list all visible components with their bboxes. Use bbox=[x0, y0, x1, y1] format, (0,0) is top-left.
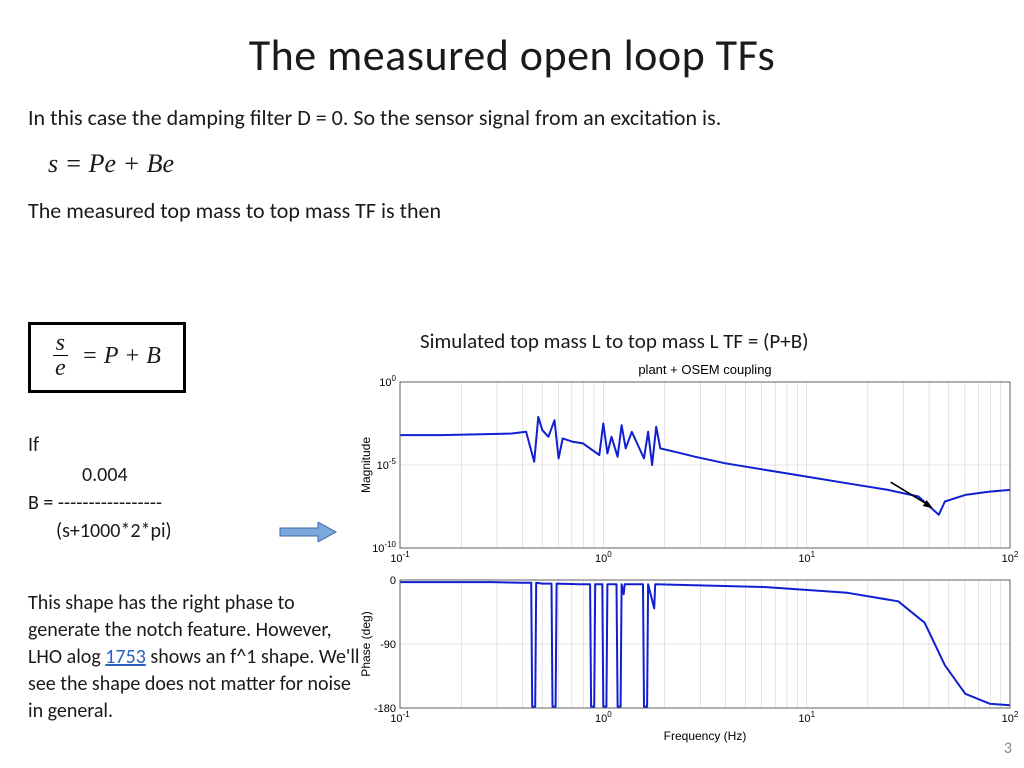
svg-text:10-5: 10-5 bbox=[377, 457, 397, 472]
svg-text:102: 102 bbox=[1002, 550, 1018, 565]
page-number: 3 bbox=[1004, 739, 1012, 758]
magnitude-plot: 10-110010110210010-510-10Magnitudeplant … bbox=[358, 360, 1018, 575]
svg-text:100: 100 bbox=[595, 550, 612, 565]
B-numerator: 0.004 bbox=[82, 462, 128, 488]
phase-plot: 10-11001011020-90-180Phase (deg)Frequenc… bbox=[358, 574, 1018, 749]
equation-box: s e = P + B bbox=[28, 322, 186, 393]
svg-text:101: 101 bbox=[798, 710, 815, 725]
svg-text:100: 100 bbox=[595, 710, 612, 725]
svg-text:102: 102 bbox=[1002, 710, 1018, 725]
eq2-den: e bbox=[53, 356, 68, 380]
svg-text:-90: -90 bbox=[380, 639, 396, 651]
sim-title: Simulated top mass L to top mass L TF = … bbox=[420, 328, 809, 354]
B-denominator: (s+1000*2*pi) bbox=[56, 518, 172, 544]
svg-text:Magnitude: Magnitude bbox=[359, 437, 373, 493]
equation-s: s = Pe + Be bbox=[48, 149, 1024, 179]
svg-text:-180: -180 bbox=[374, 703, 396, 715]
svg-text:101: 101 bbox=[798, 550, 815, 565]
alog-link[interactable]: 1753 bbox=[105, 645, 146, 669]
eq2-num: s bbox=[53, 331, 68, 355]
svg-text:Phase (deg): Phase (deg) bbox=[359, 611, 373, 676]
svg-text:0: 0 bbox=[390, 575, 396, 587]
B-equals: B = ----------------- bbox=[28, 490, 162, 516]
eq2-caption: The measured top mass to top mass TF is … bbox=[28, 197, 1024, 224]
svg-text:100: 100 bbox=[379, 374, 396, 389]
svg-text:Frequency (Hz): Frequency (Hz) bbox=[664, 729, 747, 743]
eq2-rhs: = P + B bbox=[74, 343, 161, 369]
if-label: If bbox=[28, 432, 39, 458]
slide-title: The measured open loop TFs bbox=[0, 0, 1024, 82]
body-paragraph: This shape has the right phase to genera… bbox=[28, 590, 368, 725]
intro-text: In this case the damping filter D = 0. S… bbox=[28, 104, 1024, 131]
svg-text:10-1: 10-1 bbox=[390, 550, 410, 565]
arrow-icon bbox=[278, 522, 338, 542]
svg-text:plant + OSEM coupling: plant + OSEM coupling bbox=[638, 362, 771, 377]
